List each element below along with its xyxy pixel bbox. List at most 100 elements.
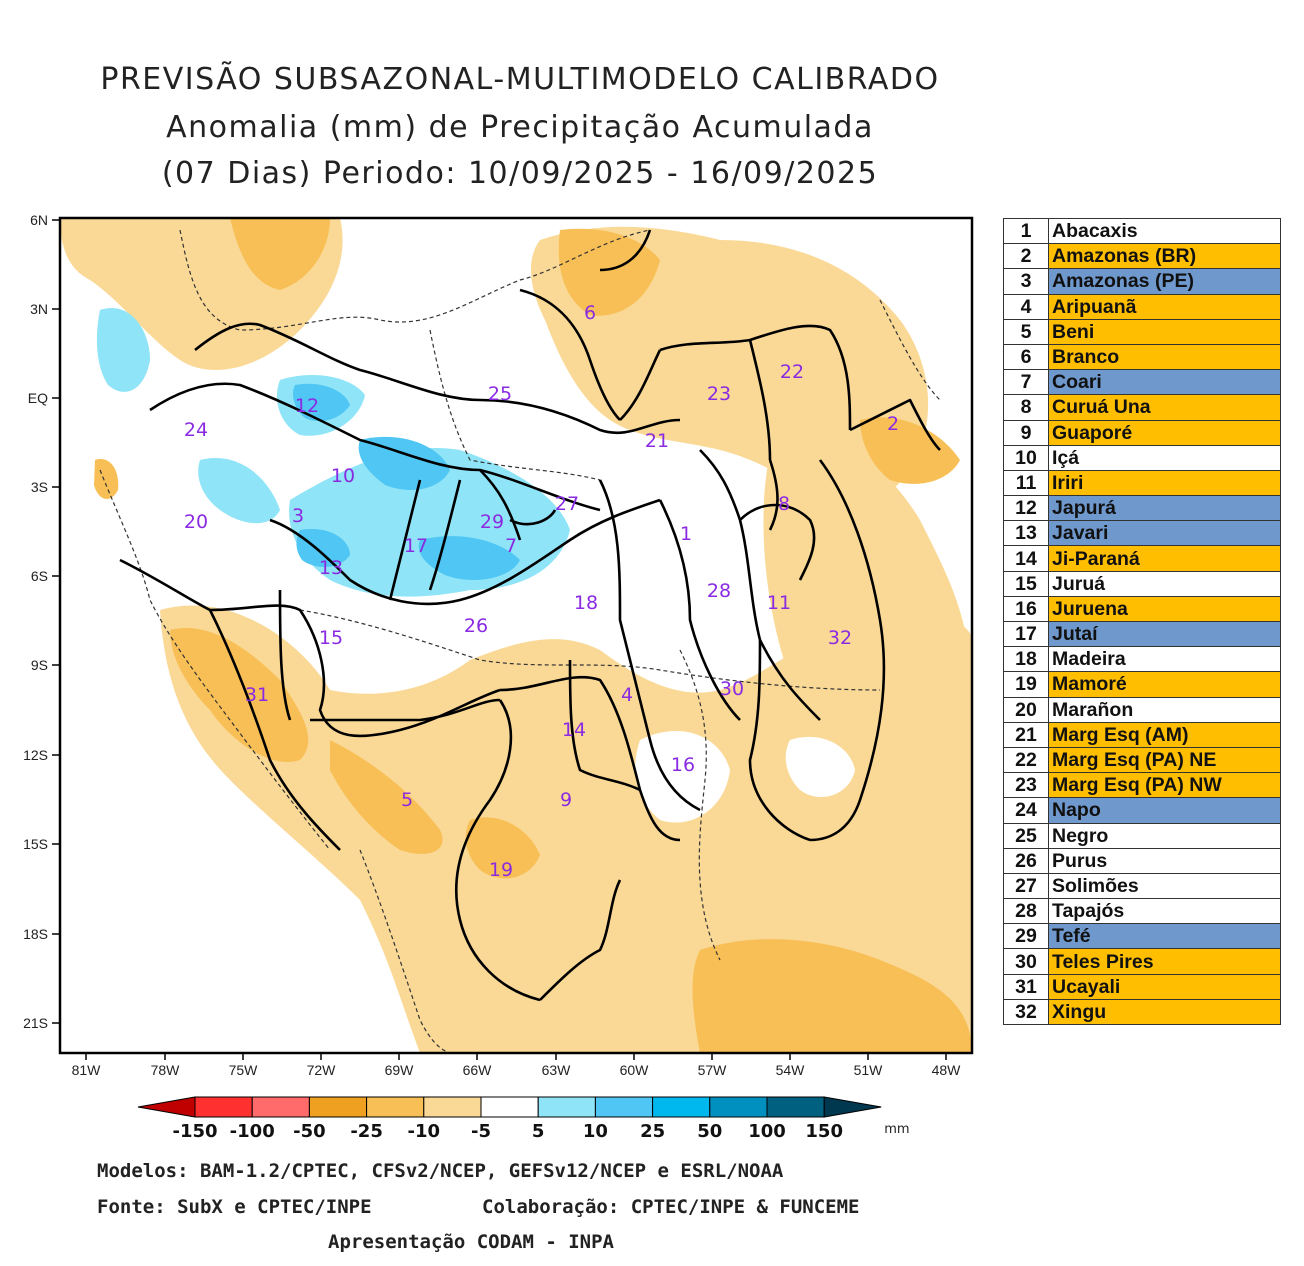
legend-number: 3 — [1003, 268, 1049, 295]
colorbar-bin — [594, 1096, 654, 1118]
lon-label: 51W — [854, 1062, 884, 1078]
legend-number: 22 — [1003, 746, 1049, 774]
basin-boundaries — [119, 229, 941, 1002]
basin-number-8: 8 — [778, 493, 790, 515]
light-orange-east — [763, 420, 972, 820]
legend-number: 20 — [1003, 696, 1049, 723]
legend-basin-name: Beni — [1048, 318, 1281, 345]
legend-row: 20 Marañon — [1003, 696, 1281, 723]
blue-jutai-core — [418, 536, 520, 580]
colorbar-bin — [251, 1096, 310, 1118]
legend-basin-name: Ucayali — [1048, 973, 1281, 1000]
basin-number-6: 6 — [584, 302, 596, 324]
basin-number-16: 16 — [671, 754, 695, 776]
lon-label: 48W — [932, 1062, 962, 1078]
legend-basin-name: Amazonas (BR) — [1048, 243, 1281, 270]
legend-basin-name: Jutaí — [1048, 620, 1281, 648]
footer-presentation: Apresentação CODAM - INPA — [328, 1231, 614, 1253]
colorbar-unit: mm — [884, 1122, 909, 1137]
legend-row: 19 Mamoré — [1003, 671, 1281, 698]
legend-row: 7 Coari — [1003, 369, 1281, 396]
lat-label: 15S — [23, 836, 48, 852]
colorbar: -150 -100 -50 -25 -10 -5 5 10 25 50 100 150 mm — [137, 1096, 910, 1142]
legend-row: 27 Solimões — [1003, 872, 1281, 900]
legend-number: 28 — [1003, 898, 1049, 925]
legend-basin-name: Mamoré — [1048, 671, 1281, 698]
legend-row: 23 Marg Esq (PA) NW — [1003, 772, 1281, 799]
basin-number-29: 29 — [480, 511, 504, 533]
longitude-axis: 81W 78W 75W 72W 69W 66W 63W 60W 57W 54W 51W 48W — [72, 1053, 962, 1078]
legend-row: 32 Xingu — [1003, 998, 1281, 1026]
basin-number-9: 9 — [560, 789, 572, 811]
orange-north-cap — [230, 218, 330, 290]
legend-row: 26 Purus — [1003, 847, 1281, 874]
legend-basin-name: Marg Esq (PA) NE — [1048, 746, 1281, 774]
legend-basin-name: Marg Esq (PA) NW — [1048, 772, 1281, 799]
legend-number: 16 — [1003, 595, 1049, 623]
legend-number: 14 — [1003, 545, 1049, 572]
basin-number-23: 23 — [707, 383, 731, 405]
legend-basin-name: Tapajós — [1048, 898, 1281, 925]
latitude-axis: 6N 3N EQ 3S 6S 9S 12S 15S 18S 21S — [23, 212, 60, 1031]
legend-basin-name: Solimões — [1048, 872, 1281, 900]
colorbar-label: 100 — [748, 1121, 786, 1142]
basin-legend: 1 Abacaxis 2 Amazonas (BR) 3 Amazonas (PE) 4 Ar… — [1003, 217, 1281, 1026]
colorbar-label: -100 — [230, 1121, 275, 1142]
basin-number-19: 19 — [489, 859, 513, 881]
legend-basin-name: Tefé — [1048, 923, 1281, 950]
lon-label: 54W — [776, 1062, 806, 1078]
footer-collaboration: Colaboração: CPTEC/INPE & FUNCEME — [482, 1196, 860, 1218]
orange-ucayali — [170, 628, 309, 762]
legend-basin-name: Iriri — [1048, 469, 1281, 497]
legend-row: 18 Madeira — [1003, 646, 1281, 673]
colorbar-label: 10 — [583, 1121, 608, 1142]
legend-number: 9 — [1003, 419, 1049, 446]
legend-number: 5 — [1003, 318, 1049, 345]
legend-number: 32 — [1003, 998, 1049, 1026]
colorbar-bin — [423, 1096, 482, 1118]
lat-label: 9S — [31, 657, 48, 673]
legend-basin-name: Abacaxis — [1048, 217, 1281, 245]
legend-number: 15 — [1003, 570, 1049, 597]
colorbar-label: -150 — [172, 1121, 217, 1142]
legend-row: 5 Beni — [1003, 318, 1281, 345]
blue-ica-core — [358, 436, 450, 490]
blue-northwest — [96, 308, 150, 392]
precipitation-anomaly-map: 6N 3N EQ 3S 6S 9S 12S 15S 18S 21S 81W 78W 75W 72W 69W… — [23, 212, 974, 1142]
legend-number: 2 — [1003, 243, 1049, 270]
lon-label: 57W — [698, 1062, 728, 1078]
legend-row: 16 Juruena — [1003, 595, 1281, 623]
legend-number: 1 — [1003, 217, 1049, 245]
legend-number: 19 — [1003, 671, 1049, 698]
legend-number: 7 — [1003, 369, 1049, 396]
lon-label: 63W — [542, 1062, 572, 1078]
legend-basin-name: Madeira — [1048, 646, 1281, 673]
legend-basin-name: Juruá — [1048, 570, 1281, 597]
legend-number: 11 — [1003, 469, 1049, 497]
colorbar-label: -10 — [408, 1121, 441, 1142]
legend-number: 18 — [1003, 646, 1049, 673]
legend-row: 4 Aripuanã — [1003, 293, 1281, 320]
legend-number: 31 — [1003, 973, 1049, 1000]
legend-row: 15 Juruá — [1003, 570, 1281, 597]
legend-basin-name: Napo — [1048, 797, 1281, 824]
orange-beni — [330, 740, 443, 854]
lon-label: 69W — [385, 1062, 415, 1078]
orange-southeast — [692, 939, 972, 1053]
basin-number-18: 18 — [574, 592, 598, 614]
lon-label: 72W — [307, 1062, 337, 1078]
lon-label: 60W — [620, 1062, 650, 1078]
lat-label: 3N — [30, 301, 48, 317]
blue-javari-core — [296, 529, 350, 567]
colorbar-bin — [652, 1096, 711, 1118]
colorbar-bin — [194, 1096, 253, 1118]
lat-label: 6S — [31, 568, 48, 584]
country-borders — [99, 229, 941, 1054]
legend-basin-name: Marañon — [1048, 696, 1281, 723]
legend-row: 12 Japurá — [1003, 495, 1281, 522]
legend-basin-name: Coari — [1048, 369, 1281, 396]
legend-basin-name: Xingu — [1048, 998, 1281, 1026]
legend-basin-name: Içá — [1048, 444, 1281, 471]
legend-number: 4 — [1003, 293, 1049, 320]
basin-number-4: 4 — [621, 684, 633, 706]
